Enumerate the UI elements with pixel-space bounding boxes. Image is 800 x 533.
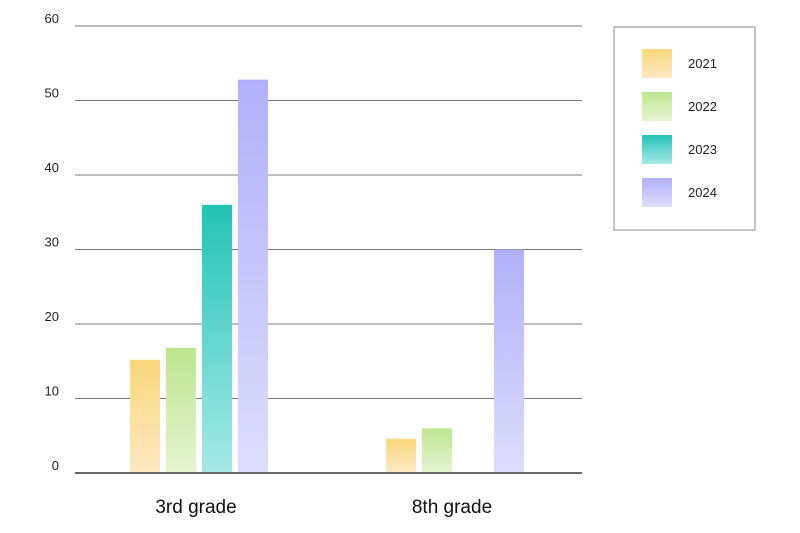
bars bbox=[130, 79, 524, 473]
x-category-label: 8th grade bbox=[412, 497, 492, 518]
legend-swatch bbox=[642, 49, 672, 78]
x-axis-categories: 3rd grade 8th grade bbox=[155, 497, 492, 518]
legend-label: 2021 bbox=[688, 56, 717, 71]
legend-label: 2023 bbox=[688, 142, 717, 157]
legend-swatch bbox=[642, 92, 672, 121]
y-tick-label: 0 bbox=[52, 458, 59, 473]
legend-box bbox=[613, 26, 756, 231]
y-tick-label: 50 bbox=[45, 86, 59, 101]
y-axis-ticks: 0 10 20 30 40 50 60 bbox=[45, 11, 59, 473]
bar-2023-3rd-grade bbox=[202, 204, 232, 473]
legend-label: 2024 bbox=[688, 185, 717, 200]
bar-2022-8th-grade bbox=[422, 428, 452, 472]
legend: 2021 2022 2023 2024 bbox=[613, 26, 756, 231]
bar-2024-3rd-grade bbox=[238, 79, 268, 472]
x-category-label: 3rd grade bbox=[155, 497, 236, 518]
y-tick-label: 30 bbox=[45, 235, 59, 250]
bar-2021-3rd-grade bbox=[130, 359, 160, 472]
y-tick-label: 40 bbox=[45, 160, 59, 175]
legend-swatch bbox=[642, 178, 672, 207]
legend-swatch bbox=[642, 135, 672, 164]
legend-label: 2022 bbox=[688, 99, 717, 114]
bar-2024-8th-grade bbox=[494, 249, 524, 472]
y-tick-label: 20 bbox=[45, 309, 59, 324]
y-tick-label: 10 bbox=[45, 384, 59, 399]
y-tick-label: 60 bbox=[45, 11, 59, 26]
bar-2022-3rd-grade bbox=[166, 347, 196, 472]
bar-2021-8th-grade bbox=[386, 438, 416, 472]
